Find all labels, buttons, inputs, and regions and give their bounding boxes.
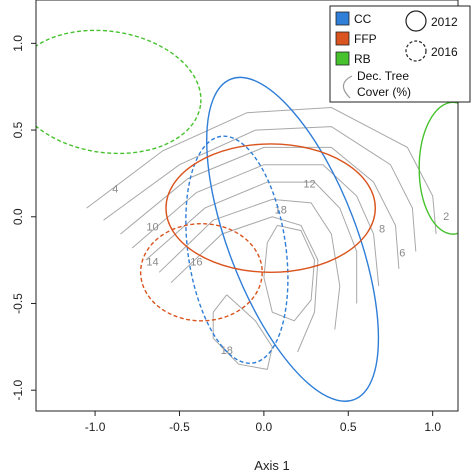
contour-label: 12 — [303, 178, 315, 190]
y-tick-label: 1.0 — [11, 35, 25, 52]
legend-dashed-circle-icon — [405, 40, 427, 62]
legend-swatch-ffp — [335, 31, 350, 46]
contour-label: 10 — [146, 222, 158, 234]
legend-contour-label-line2: Cover (%) — [357, 85, 411, 99]
legend-swatch-cc — [335, 11, 350, 26]
contour-label: 14 — [146, 256, 158, 268]
legend-swatch-rb — [335, 51, 350, 66]
ellipse-cc-2016 — [185, 135, 289, 364]
y-tick-label: -1.0 — [11, 380, 25, 401]
legend-box — [329, 5, 471, 103]
contour-line — [131, 164, 380, 287]
legend-label-2016: 2016 — [431, 45, 458, 59]
contour-label: 18 — [275, 204, 287, 216]
legend-solid-circle-icon — [405, 10, 427, 32]
ellipse-ffp-2016 — [139, 223, 263, 322]
legend-contour-icon — [342, 75, 353, 99]
plot-frame — [35, 0, 459, 412]
legend: CC FFP RB 2012 2016 Dec. Tree Cover (%) — [329, 5, 471, 103]
contour-label: 16 — [190, 256, 202, 268]
contour-line — [170, 216, 319, 353]
x-tick-label: -0.5 — [169, 420, 190, 434]
contour-line — [120, 146, 400, 269]
legend-label-cc: CC — [354, 12, 372, 26]
x-tick-label: 0.0 — [256, 420, 273, 434]
ellipse-rb-2016 — [36, 29, 202, 155]
contour-line — [103, 126, 417, 252]
legend-label-ffp: FFP — [354, 32, 377, 46]
legend-contour-label-line1: Dec. Tree — [357, 69, 409, 83]
legend-label-2012: 2012 — [431, 15, 458, 29]
x-tick-label: 0.5 — [340, 420, 357, 434]
y-tick-label: 0.5 — [11, 121, 25, 138]
y-tick-label: -0.5 — [11, 293, 25, 314]
contour-line — [212, 294, 273, 370]
tick-marks: -1.0 -0.5 0.0 0.5 1.0 -1.0 -0.5 0.0 0.5 1.0 — [11, 35, 441, 434]
ellipse-cc-2012 — [206, 76, 380, 402]
x-tick-label: -1.0 — [85, 420, 106, 434]
legend-label-rb: RB — [354, 52, 371, 66]
y-tick-label: 0.0 — [11, 208, 25, 225]
contour-line — [145, 181, 358, 304]
contour-line — [263, 224, 316, 322]
contour-line — [158, 198, 341, 330]
contour-label: 8 — [379, 223, 385, 235]
axes — [35, 0, 459, 412]
contour-line — [86, 106, 437, 235]
ellipse-ffp-2012 — [165, 143, 376, 273]
contour-label: 2 — [443, 211, 449, 223]
contour-label: 4 — [112, 183, 118, 195]
contour-label: 6 — [399, 248, 405, 260]
x-axis-title: Axis 1 — [254, 458, 289, 473]
x-tick-label: 1.0 — [424, 420, 441, 434]
